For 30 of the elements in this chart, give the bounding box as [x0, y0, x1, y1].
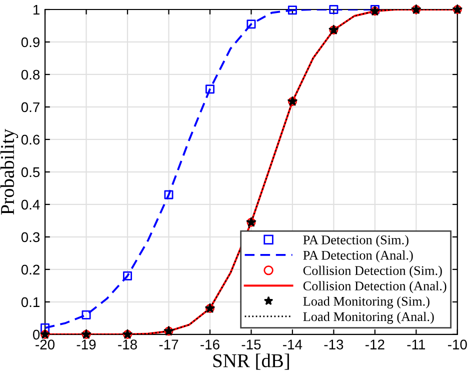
- y-tick-label: 0.7: [21, 102, 40, 112]
- legend-label: Load Monitoring (Anal.): [303, 312, 434, 324]
- x-tick-label: -19: [76, 340, 96, 350]
- legend-label: Collision Detection (Anal.): [303, 281, 446, 294]
- x-tick-label: -12: [366, 340, 384, 350]
- legend-label: PA Detection (Anal.): [303, 250, 413, 262]
- x-tick-label: -18: [118, 340, 137, 350]
- x-tick-label: -20: [36, 340, 55, 350]
- y-tick-label: 0.8: [21, 70, 40, 80]
- y-tick-label: 0.1: [21, 297, 40, 308]
- y-axis-title: Probability: [0, 128, 18, 215]
- x-tick-label: -10: [448, 340, 467, 350]
- legend-label: Collision Detection (Sim.): [303, 266, 442, 278]
- y-tick-label: 0.2: [21, 264, 40, 275]
- y-tick-label: 0.9: [21, 37, 40, 48]
- x-tick-label: -16: [200, 340, 220, 350]
- y-tick-label: 1: [34, 4, 40, 15]
- y-tick-label: 0: [32, 330, 40, 340]
- y-tick-label: 0.5: [21, 167, 40, 178]
- y-tick-label: 0.3: [21, 232, 40, 242]
- x-tick-label: -14: [283, 340, 302, 350]
- x-tick-label: -17: [159, 340, 178, 350]
- y-tick-label: 0.4: [21, 200, 40, 210]
- legend-label: Load Monitoring (Sim.): [303, 296, 430, 308]
- x-axis-title: SNR [dB]: [213, 354, 289, 370]
- x-tick-label: -15: [242, 340, 261, 350]
- x-tick-label: -13: [324, 340, 344, 350]
- y-tick-label: 0.6: [21, 134, 40, 145]
- legend-label: PA Detection (Sim.): [303, 235, 408, 248]
- x-tick-label: -11: [407, 340, 426, 350]
